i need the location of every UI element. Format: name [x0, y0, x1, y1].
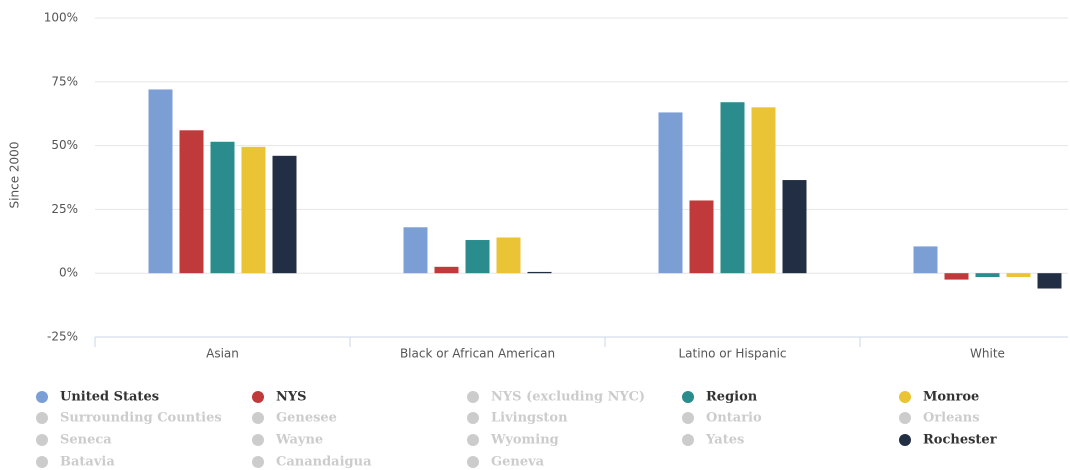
legend-label[interactable]: Wayne	[275, 433, 323, 448]
x-tick-label: Black or African American	[400, 347, 555, 361]
bar	[689, 200, 714, 274]
legend-marker[interactable]	[899, 434, 911, 446]
y-tick-label: 100%	[44, 11, 78, 25]
bar	[465, 240, 490, 274]
legend-marker[interactable]	[252, 412, 264, 424]
legend-label[interactable]: Region	[706, 390, 758, 405]
bar	[527, 271, 552, 274]
y-tick-label: 0%	[59, 266, 78, 280]
legend-label[interactable]: Wyoming	[490, 433, 559, 448]
legend-label[interactable]: NYS (excluding NYC)	[491, 390, 645, 405]
y-tick-label: -25%	[47, 330, 78, 344]
legend-label[interactable]: Livingston	[491, 411, 568, 426]
legend-marker[interactable]	[899, 412, 911, 424]
legend-marker[interactable]	[467, 434, 479, 446]
legend-label[interactable]: Geneva	[491, 455, 545, 470]
bar	[403, 227, 428, 274]
legend-label[interactable]: Seneca	[60, 433, 112, 448]
bar	[913, 246, 938, 274]
legend-label[interactable]: Ontario	[706, 411, 762, 426]
y-axis-title: Since 2000	[8, 142, 22, 209]
legend-marker[interactable]	[682, 412, 694, 424]
y-tick-label: 25%	[51, 202, 78, 216]
bar	[720, 102, 745, 274]
legend-marker[interactable]	[252, 456, 264, 468]
legend-marker[interactable]	[252, 391, 264, 403]
bar	[210, 141, 235, 274]
legend-marker[interactable]	[467, 412, 479, 424]
bar	[658, 112, 683, 274]
bar	[434, 266, 459, 274]
bar	[148, 89, 173, 274]
bar	[1037, 273, 1062, 289]
bar	[782, 180, 807, 274]
legend-label[interactable]: Rochester	[923, 433, 997, 448]
legend-marker[interactable]	[36, 434, 48, 446]
x-tick-label: White	[970, 347, 1005, 361]
bar	[944, 273, 969, 280]
bar	[272, 155, 297, 274]
y-tick-label: 50%	[51, 138, 78, 152]
legend-label[interactable]: Genesee	[276, 411, 337, 426]
legend-marker[interactable]	[899, 391, 911, 403]
bar	[975, 273, 1000, 278]
legend-label[interactable]: Surrounding Counties	[60, 411, 222, 426]
bar	[1006, 273, 1031, 278]
legend-label[interactable]: Yates	[705, 433, 744, 448]
legend-label[interactable]: Orleans	[923, 411, 980, 426]
legend-marker[interactable]	[252, 434, 264, 446]
bar	[751, 107, 776, 274]
legend-label[interactable]: NYS	[276, 390, 307, 405]
legend-marker[interactable]	[36, 456, 48, 468]
bar	[241, 146, 266, 274]
legend-marker[interactable]	[682, 391, 694, 403]
legend-label[interactable]: Batavia	[60, 455, 115, 470]
legend-marker[interactable]	[36, 412, 48, 424]
legend-marker[interactable]	[467, 456, 479, 468]
y-tick-label: 75%	[51, 74, 78, 88]
bar	[179, 130, 204, 274]
x-tick-label: Asian	[206, 347, 239, 361]
legend-label[interactable]: United States	[60, 390, 159, 405]
legend-marker[interactable]	[682, 434, 694, 446]
legend-label[interactable]: Canandaigua	[276, 455, 372, 470]
legend-marker[interactable]	[467, 391, 479, 403]
legend-marker[interactable]	[36, 391, 48, 403]
x-tick-label: Latino or Hispanic	[678, 347, 786, 361]
bar	[496, 237, 521, 274]
legend-label[interactable]: Monroe	[923, 390, 979, 405]
